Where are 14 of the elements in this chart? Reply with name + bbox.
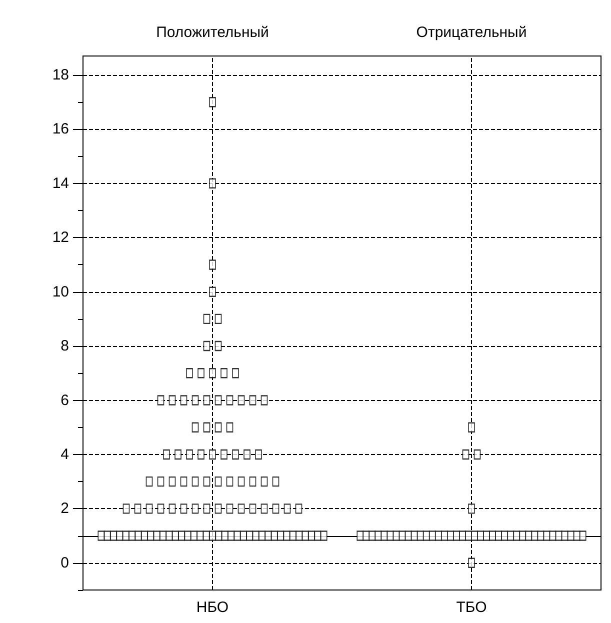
- y-tick-label: 8: [60, 338, 69, 355]
- y-tick-label: 6: [60, 392, 69, 409]
- y-tick-label: 2: [60, 500, 69, 518]
- y-tick-label: 0: [60, 554, 69, 572]
- x-tick-label: НБО: [196, 599, 229, 616]
- y-tick-label: 10: [52, 283, 69, 300]
- y-tick-label: 16: [52, 120, 69, 138]
- text: Положительный: [156, 24, 269, 41]
- text: Отрицательный: [416, 24, 527, 41]
- x-tick-label: ТБО: [456, 599, 487, 616]
- y-tick-label: 14: [52, 174, 69, 192]
- y-tick-label: 12: [52, 229, 69, 246]
- y-tick-label: 18: [52, 66, 69, 84]
- y-tick-label: 4: [60, 446, 69, 463]
